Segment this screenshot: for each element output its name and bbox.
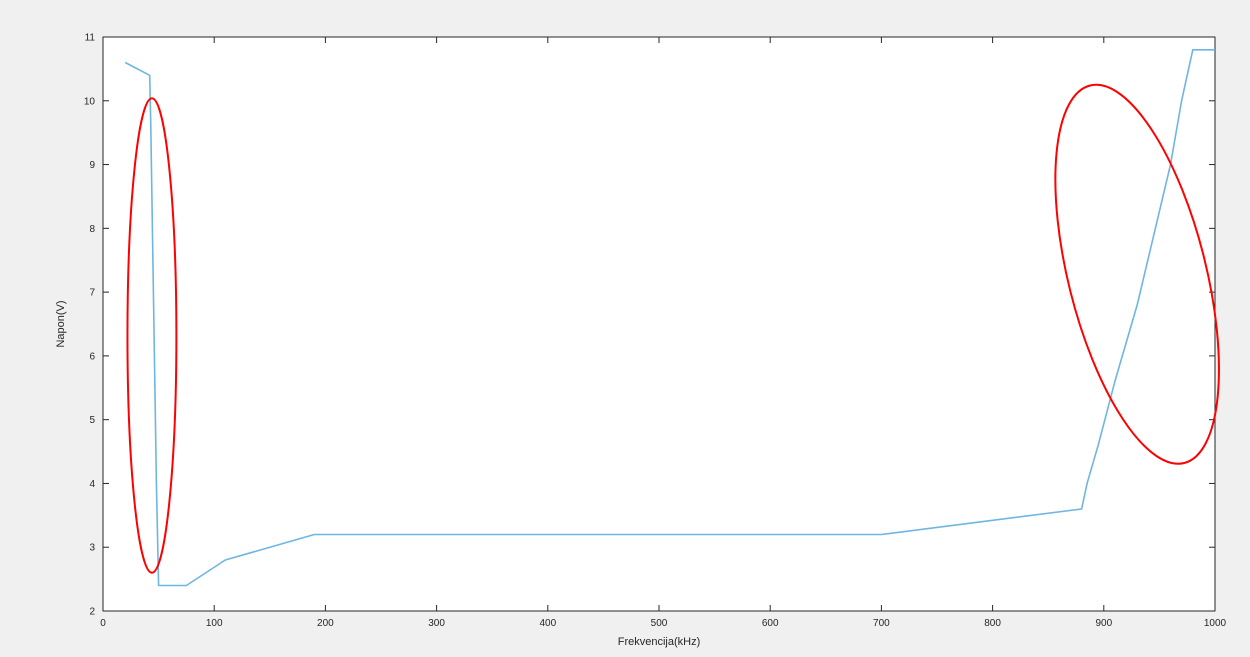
y-axis-title: Napon(V) bbox=[55, 300, 67, 347]
plot-area bbox=[102, 36, 1216, 612]
x-tick-label: 300 bbox=[428, 618, 445, 629]
y-axis: 2 3 4 5 6 7 8 9 10 11 bbox=[84, 33, 1215, 618]
y-tick-label: 4 bbox=[89, 479, 95, 490]
y-tick-label: 11 bbox=[85, 33, 96, 44]
y-tick-label: 10 bbox=[84, 96, 96, 107]
x-axis: 0 100 200 300 400 500 600 700 800 900 1000 bbox=[100, 37, 1227, 629]
x-tick-label: 900 bbox=[1095, 618, 1112, 629]
x-tick-label: 600 bbox=[762, 618, 779, 629]
series-layer bbox=[124, 48, 1215, 587]
y-tick-label: 6 bbox=[89, 351, 95, 362]
y-tick-label: 2 bbox=[89, 607, 95, 618]
x-tick-label: 100 bbox=[206, 618, 223, 629]
highlight-ellipse bbox=[1054, 83, 1220, 465]
y-tick-label: 3 bbox=[89, 543, 95, 554]
highlight-ellipse bbox=[126, 97, 178, 574]
x-tick-label: 700 bbox=[873, 618, 890, 629]
x-tick-label: 0 bbox=[100, 618, 106, 629]
y-tick-label: 7 bbox=[89, 288, 95, 299]
x-axis-title: Frekvencija(kHz) bbox=[618, 636, 701, 648]
annotation-layer bbox=[126, 83, 1220, 574]
y-tick-label: 9 bbox=[89, 160, 95, 171]
y-tick-label: 5 bbox=[89, 415, 95, 426]
series-line bbox=[124, 48, 1215, 587]
x-tick-label: 1000 bbox=[1204, 618, 1227, 629]
y-tick-label: 8 bbox=[89, 224, 95, 235]
x-tick-label: 200 bbox=[317, 618, 334, 629]
x-tick-label: 500 bbox=[651, 618, 668, 629]
x-tick-label: 400 bbox=[539, 618, 556, 629]
x-tick-label: 800 bbox=[984, 618, 1001, 629]
